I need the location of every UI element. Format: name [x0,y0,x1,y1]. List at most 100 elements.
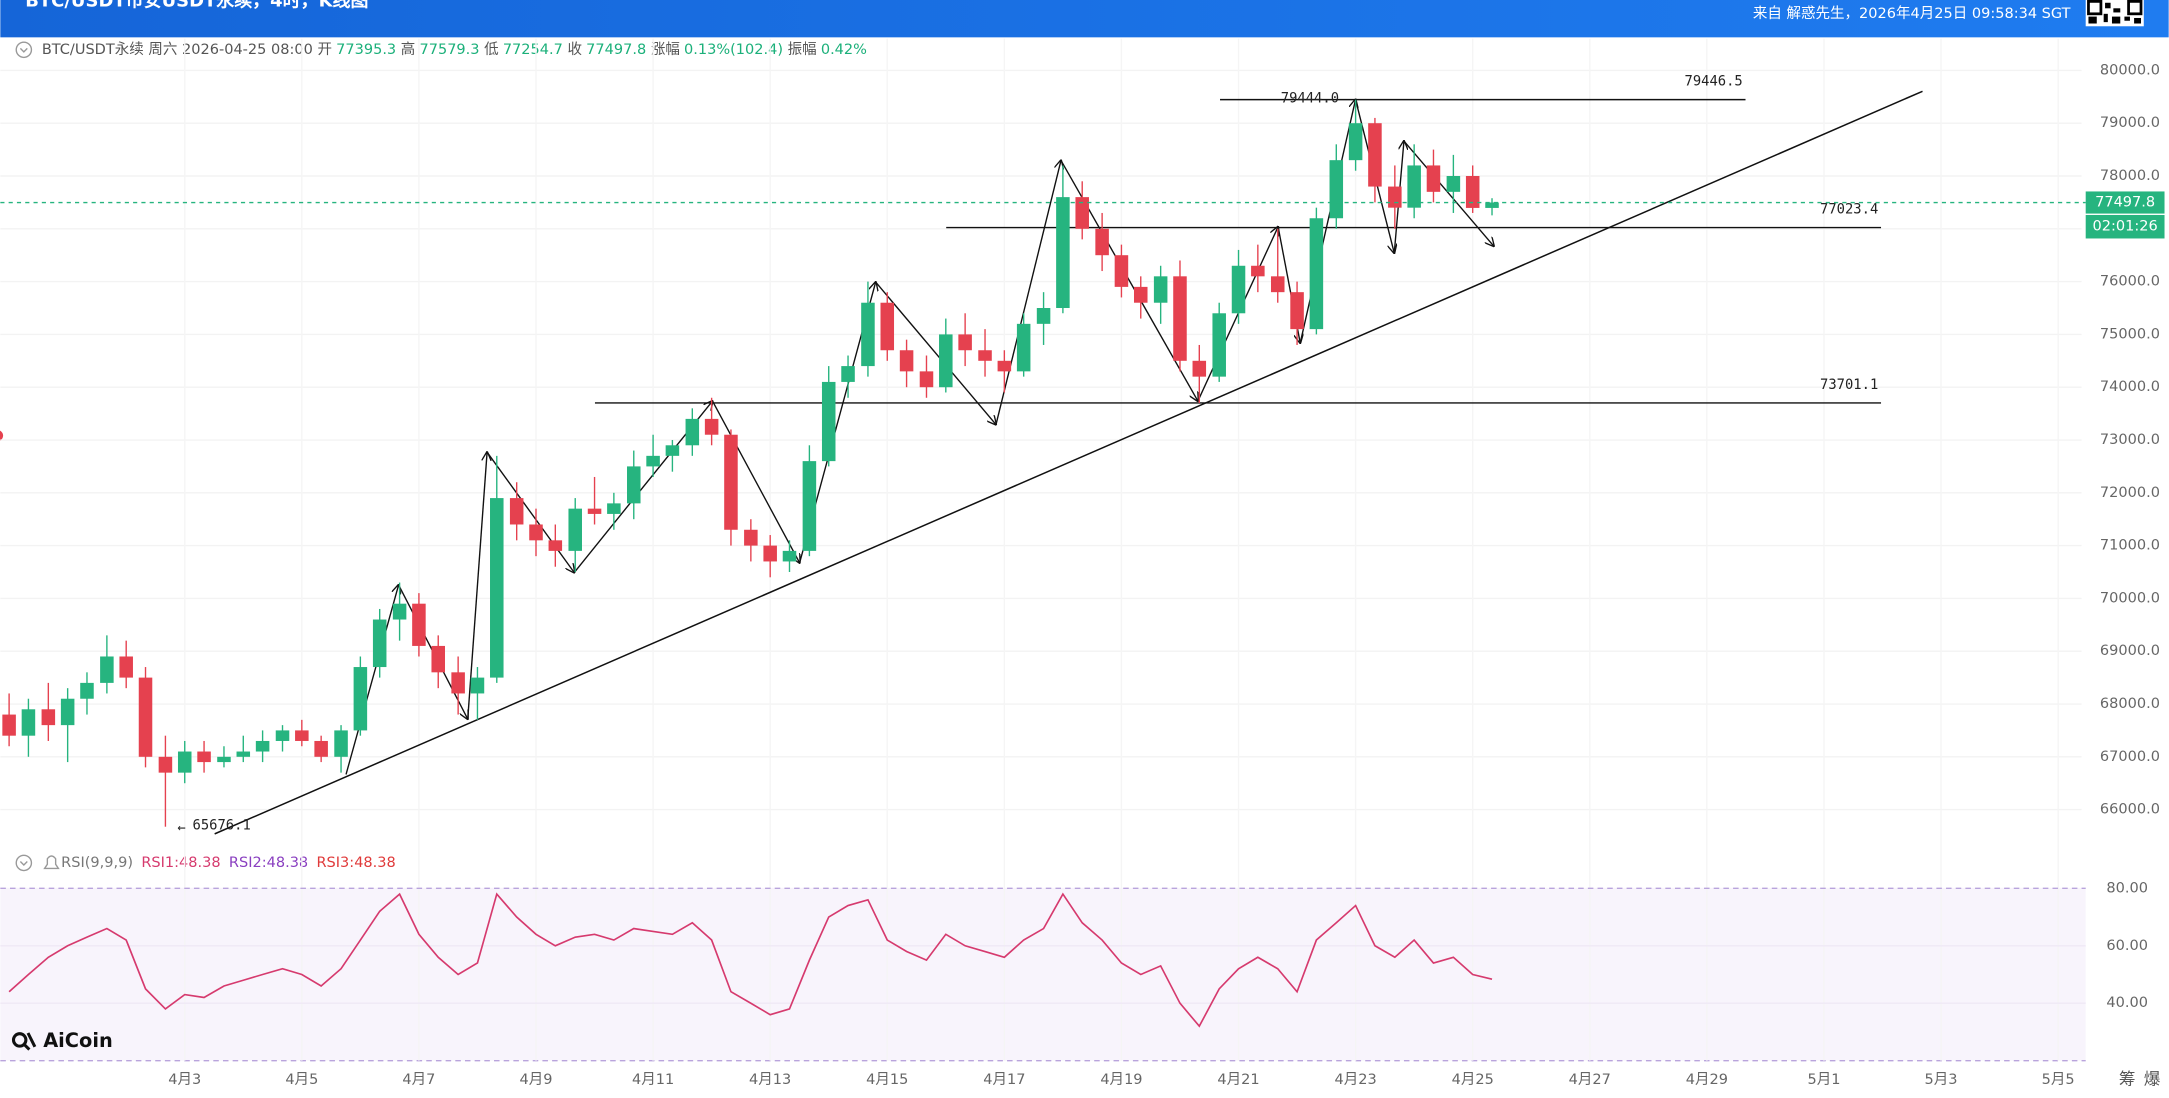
trend-line [214,90,1923,835]
candle-body [627,466,641,504]
candle-body [880,302,895,351]
candle-body [236,751,251,757]
candle-body [821,381,836,462]
candle-body [295,730,309,741]
y-tick-label: 68000.0 [2100,696,2160,712]
candle-body [997,360,1012,372]
legend-name: RSI2 [229,855,262,871]
rsi-line [8,892,1493,1028]
zigzag-arrow [711,400,800,563]
candle-body [1407,165,1421,208]
legend-name: RSI3 [316,855,349,871]
rsi-toggle[interactable] [15,854,33,872]
low-label: 低 [484,41,499,58]
y-tick-label: 78000.0 [2100,168,2160,184]
candle-body [1270,276,1285,293]
candle-body [138,677,153,757]
amplitude-value: 0.42% [821,42,867,58]
legend-sep: : [174,855,179,871]
candle-body [217,756,231,763]
page-title: BTC/USDT币安USDT永续，4时，K线图 [25,0,368,11]
rsi-background [0,887,2086,1061]
x-tick-label: 4月25 [1452,1072,1494,1088]
x-tick-label: 4月7 [402,1072,435,1088]
candle-body [978,350,992,361]
candle-body [861,302,875,367]
legend-value: 48.38 [267,855,309,871]
zigzag-arrow [995,160,1061,425]
candle-body [1212,313,1226,377]
y-tick-label: 74000.0 [2100,379,2160,395]
rsi-header: RSI(9,9,9) RSI1:48.38 RSI2:48.38 RSI3:48.38 [61,855,396,871]
rsi-title: RSI(9,9,9) [61,855,133,871]
top-bar [0,0,2169,38]
y-tick-label: 66000.0 [2100,802,2160,818]
candle-body [1388,186,1402,208]
candle-body [392,603,407,620]
candle-body [431,645,445,673]
candle-body [470,677,485,694]
candle-body [21,709,36,736]
candle-body [1290,292,1304,330]
zigzag-arrow [467,452,487,720]
candle-body [568,508,582,551]
change-label: 涨幅 [651,41,680,58]
candle-body [1465,176,1480,208]
side-button[interactable]: 筹 [2119,1070,2136,1089]
zigzag-arrow [1299,100,1355,344]
y-tick-label: 75000.0 [2100,326,2160,342]
candle-body [646,455,660,467]
candle-body [158,756,173,773]
x-tick-label: 5月1 [1807,1072,1840,1088]
candle-body [529,524,543,541]
legend-value: 48.38 [179,855,221,871]
candle-body [1016,323,1031,372]
candle-body [704,418,719,435]
source: 来自 解惑先生，2026年4月25日 09:58:34 SGT [1753,5,2071,22]
y-tick-label: 76000.0 [2100,274,2160,290]
candle-body [1173,276,1187,361]
watermark: AiCoin [11,1029,113,1052]
countdown-text: 02:01:26 [2093,219,2158,235]
y-tick-label: 80000.0 [2100,62,2160,78]
candle-body [197,751,211,763]
y-tick-label: 72000.0 [2100,485,2160,501]
candle-body [177,751,192,773]
x-tick-label: 4月3 [168,1072,201,1088]
level-label: 73701.1 [1820,377,1878,393]
legend-sep: : [349,855,354,871]
candle-body [1231,265,1246,314]
high-label: 高 [401,41,416,58]
candle-body [334,730,348,757]
countdown-tag [2085,214,2165,239]
info-line: BTC/USDT永续 周六 2026-04-25 08:00 开 77395.3 … [42,41,867,58]
y-tick-label: 73000.0 [2100,432,2160,448]
weekday: 周六 [148,41,177,58]
candle-body [255,740,270,752]
level-label: 79446.5 [1685,74,1743,90]
high-value: 77579.3 [419,42,479,58]
x-tick-label: 4月27 [1569,1072,1611,1088]
side-button[interactable]: 爆 [2144,1070,2161,1089]
zigzag-arrow [875,281,996,424]
rsi-tick-label: 80.00 [2106,880,2148,896]
candle-body [1348,123,1363,161]
info-toggle[interactable] [15,41,33,59]
zigzag-arrow [345,585,399,775]
x-tick-label: 5月5 [2042,1072,2075,1088]
candle-body [1114,255,1129,287]
candle-body [1485,202,1499,208]
alert-icon[interactable] [43,855,60,870]
candle-body [1153,276,1168,303]
candle-body [782,550,797,562]
x-tick-label: 4月5 [285,1072,318,1088]
arrow-glyph: ← [177,820,185,836]
watermark-text: AiCoin [43,1029,113,1052]
candle-body [841,366,855,382]
price-tag [2085,191,2165,214]
candle-body [451,672,465,694]
open-label: 开 [317,42,332,58]
candle-body [314,740,328,757]
x-tick-label: 4月9 [520,1072,553,1088]
candle-body [685,418,700,446]
